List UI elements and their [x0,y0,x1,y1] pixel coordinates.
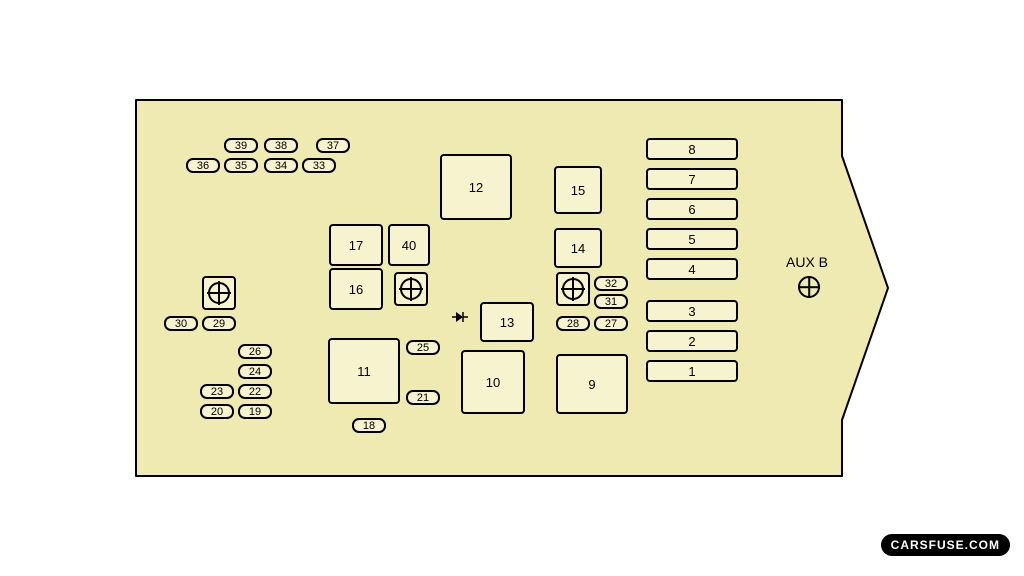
mini-fuse-21: 21 [406,390,440,405]
fuse-1: 1 [646,360,738,382]
watermark-badge: CARSFUSE.COM [881,534,1010,556]
fuse-7: 7 [646,168,738,190]
mini-fuse-19: 19 [238,404,272,419]
fuse-2: 2 [646,330,738,352]
mini-fuse-25: 25 [406,340,440,355]
relay-15: 15 [554,166,602,214]
mini-fuse-37: 37 [316,138,350,153]
relay-40: 40 [388,224,430,266]
stud-3 [556,272,590,306]
mini-fuse-28: 28 [556,316,590,331]
mini-fuse-24: 24 [238,364,272,379]
relay-14: 14 [554,228,602,268]
mini-fuse-31: 31 [594,294,628,309]
mini-fuse-18: 18 [352,418,386,433]
mini-fuse-39: 39 [224,138,258,153]
mini-fuse-27: 27 [594,316,628,331]
relay-17: 17 [329,224,383,266]
stud-2 [394,272,428,306]
mini-fuse-34: 34 [264,158,298,173]
mini-fuse-33: 33 [302,158,336,173]
mini-fuse-29: 29 [202,316,236,331]
aux-b-label: AUX B [786,254,828,270]
fuse-6: 6 [646,198,738,220]
fuse-4: 4 [646,258,738,280]
relay-16: 16 [329,268,383,310]
mini-fuse-23: 23 [200,384,234,399]
relay-11: 11 [328,338,400,404]
mini-fuse-38: 38 [264,138,298,153]
mini-fuse-20: 20 [200,404,234,419]
fuse-box-panel [136,100,888,476]
relay-10: 10 [461,350,525,414]
relay-9: 9 [556,354,628,414]
mini-fuse-32: 32 [594,276,628,291]
mini-fuse-36: 36 [186,158,220,173]
stud-1 [202,276,236,310]
mini-fuse-26: 26 [238,344,272,359]
diode-icon [452,310,468,324]
fuse-5: 5 [646,228,738,250]
fuse-8: 8 [646,138,738,160]
mini-fuse-30: 30 [164,316,198,331]
relay-12: 12 [440,154,512,220]
mini-fuse-22: 22 [238,384,272,399]
aux-b-stud [798,276,820,298]
relay-13: 13 [480,302,534,342]
fuse-3: 3 [646,300,738,322]
mini-fuse-35: 35 [224,158,258,173]
